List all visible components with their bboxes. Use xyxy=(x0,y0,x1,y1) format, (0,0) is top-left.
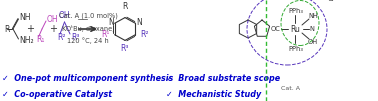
Text: Cat. A (1.0 mol%): Cat. A (1.0 mol%) xyxy=(59,13,118,19)
Text: OC: OC xyxy=(271,26,281,32)
Text: N: N xyxy=(310,26,314,32)
Text: R²: R² xyxy=(140,30,149,39)
Text: 120 °C, 24 h: 120 °C, 24 h xyxy=(67,38,109,44)
Text: +: + xyxy=(26,24,34,34)
Text: Cat. A: Cat. A xyxy=(280,86,299,92)
Text: Cl⁻: Cl⁻ xyxy=(328,0,338,2)
Text: ✓  Mechanistic Study: ✓ Mechanistic Study xyxy=(166,90,262,99)
Text: +: + xyxy=(49,24,57,34)
Text: NH: NH xyxy=(308,13,318,19)
Text: ✓  Co-operative Catalyst: ✓ Co-operative Catalyst xyxy=(2,90,112,99)
Text: R³: R³ xyxy=(71,33,79,42)
Text: R³: R³ xyxy=(120,44,128,53)
Text: ✓  Broad substrate scope: ✓ Broad substrate scope xyxy=(166,74,280,83)
Text: R¹: R¹ xyxy=(101,30,110,39)
Text: PPh₃: PPh₃ xyxy=(288,8,304,14)
Text: PPh₃: PPh₃ xyxy=(288,46,304,52)
Text: R²: R² xyxy=(57,33,66,42)
Text: N: N xyxy=(136,18,142,27)
Text: R: R xyxy=(4,25,9,34)
Text: KOᵗBu, dioxane,: KOᵗBu, dioxane, xyxy=(62,25,114,33)
Text: R: R xyxy=(122,2,128,11)
Text: OH: OH xyxy=(46,15,58,24)
Text: ✓  One-pot multicomponent synthesis: ✓ One-pot multicomponent synthesis xyxy=(2,74,173,83)
Text: Ru: Ru xyxy=(290,25,300,34)
Text: NH: NH xyxy=(20,13,31,22)
Text: NH₂: NH₂ xyxy=(20,36,34,45)
Text: N: N xyxy=(108,18,114,27)
Text: OH: OH xyxy=(308,39,318,45)
Text: OH: OH xyxy=(58,12,70,21)
Text: R₁: R₁ xyxy=(37,35,45,44)
